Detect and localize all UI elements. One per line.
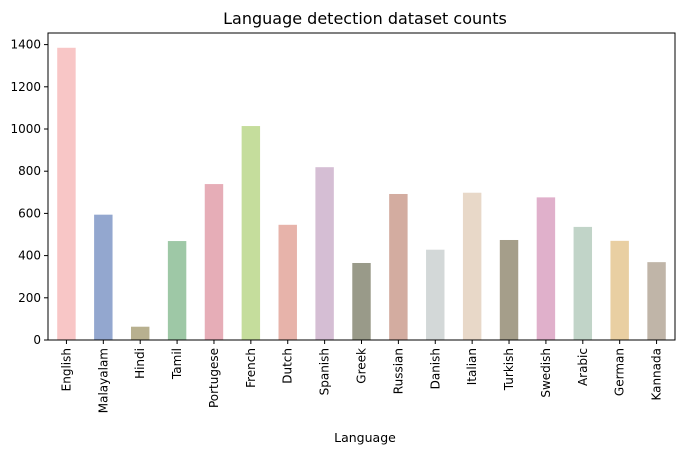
plot-frame: [47, 32, 676, 341]
y-tick-label: 400: [18, 249, 41, 263]
x-tick-label: Tamil: [170, 348, 184, 380]
bar-russian: [389, 193, 408, 340]
x-tick-label: Turkish: [502, 348, 516, 391]
y-axis-ticks: 0 200 400 600 800 1000 1200 1400: [10, 38, 48, 347]
x-tick-label: Danish: [428, 348, 442, 389]
bar-malayalam: [94, 214, 113, 340]
x-tick-label: Spanish: [318, 348, 332, 395]
bar-spanish: [315, 167, 334, 340]
y-tick-label: 1000: [10, 122, 41, 136]
y-tick-label: 600: [18, 206, 41, 220]
x-tick-label: English: [59, 348, 73, 391]
y-tick-label: 1400: [10, 38, 41, 52]
bar-italian: [462, 192, 482, 340]
bar-french: [241, 126, 261, 340]
x-tick-label: German: [613, 348, 627, 396]
chart-title: Language detection dataset counts: [223, 9, 507, 28]
x-tick-label: Swedish: [539, 348, 553, 398]
x-tick-label: Portugese: [207, 348, 221, 408]
x-tick-label: Arabic: [576, 348, 590, 386]
x-tick-label: Greek: [355, 348, 369, 384]
bar-danish: [426, 249, 445, 340]
bar-swedish: [536, 197, 556, 340]
x-axis-label: Language: [334, 430, 396, 445]
x-tick-label: Hindi: [133, 348, 147, 379]
y-tick-label: 1200: [10, 80, 41, 94]
x-tick-label: Dutch: [281, 348, 295, 384]
x-axis-ticks: English Malayalam Hindi Tamil Portugese Frenc…: [59, 340, 664, 413]
y-tick-label: 0: [33, 333, 41, 347]
bar-hindi: [130, 326, 150, 340]
x-tick-label: Russian: [391, 348, 405, 394]
bar-english: [57, 47, 76, 340]
x-tick-label: Italian: [465, 348, 479, 385]
y-tick-label: 200: [18, 291, 41, 305]
bar-greek: [352, 262, 371, 340]
bar-portugese: [204, 184, 224, 340]
bar-dutch: [278, 224, 297, 340]
bar-tamil: [167, 241, 187, 340]
x-tick-label: Malayalam: [96, 348, 110, 413]
x-tick-label: Kannada: [650, 348, 664, 401]
bar-kannada: [647, 262, 666, 340]
bar-turkish: [499, 239, 519, 340]
bar-german: [610, 240, 629, 340]
bar-arabic: [573, 226, 593, 340]
bars-layer: [57, 47, 666, 340]
y-tick-label: 800: [18, 164, 41, 178]
x-tick-label: French: [244, 348, 258, 388]
